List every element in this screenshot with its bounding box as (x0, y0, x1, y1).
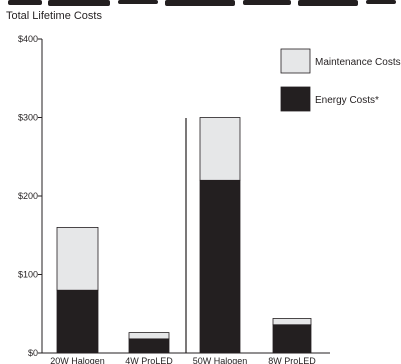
legend-swatch-energy (280, 86, 311, 112)
x-tick-label: 50W Halogen (193, 356, 248, 364)
energy-cost-bar (199, 179, 241, 354)
maintenance-cost-bar (199, 117, 241, 181)
x-tick-label: 20W Halogen (50, 356, 105, 364)
y-tick-label: $400 (18, 34, 38, 44)
y-tick-label: $300 (18, 113, 38, 123)
y-tick-label: $200 (18, 191, 38, 201)
chart-title: Total Lifetime Costs (6, 10, 102, 22)
legend-swatch-maintenance (280, 48, 311, 74)
energy-cost-bar (128, 338, 170, 354)
maintenance-cost-bar (56, 226, 99, 291)
energy-cost-bar (272, 324, 312, 354)
maintenance-cost-bar (272, 318, 312, 326)
legend-label-maintenance: Maintenance Costs (315, 57, 401, 68)
maintenance-cost-bar (128, 332, 170, 340)
x-tick-label: 8W ProLED (268, 356, 316, 364)
x-tick-label: 4W ProLED (125, 356, 173, 364)
cropped-header-text (0, 0, 401, 8)
legend-label-energy: Energy Costs* (315, 95, 379, 106)
y-tick-label: $0 (28, 348, 38, 358)
y-tick-label: $100 (18, 270, 38, 280)
energy-cost-bar (56, 289, 99, 354)
